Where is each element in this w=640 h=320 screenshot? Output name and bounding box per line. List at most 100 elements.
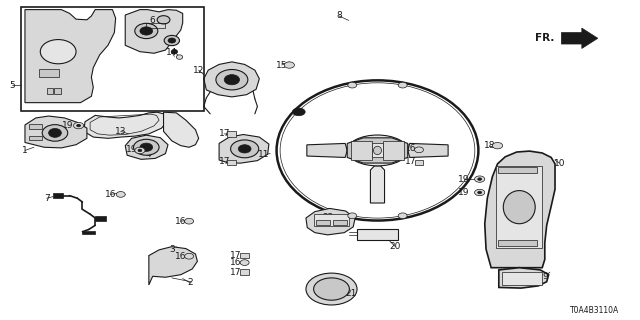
Ellipse shape — [135, 23, 158, 39]
Bar — [39, 69, 60, 76]
Ellipse shape — [474, 189, 484, 196]
Text: 17: 17 — [218, 129, 230, 138]
Bar — [95, 216, 106, 220]
Text: 18: 18 — [483, 141, 495, 150]
Ellipse shape — [224, 75, 239, 85]
Ellipse shape — [140, 27, 153, 35]
Ellipse shape — [168, 38, 175, 43]
Bar — [240, 253, 249, 259]
Ellipse shape — [157, 16, 170, 24]
Ellipse shape — [49, 128, 61, 137]
Ellipse shape — [184, 253, 193, 259]
Bar — [495, 166, 542, 248]
Ellipse shape — [240, 260, 249, 266]
Text: 16: 16 — [230, 258, 241, 267]
Ellipse shape — [477, 191, 481, 194]
Polygon shape — [348, 138, 408, 163]
Text: 19: 19 — [458, 188, 469, 197]
Ellipse shape — [398, 213, 407, 219]
Text: 16: 16 — [175, 252, 186, 261]
Polygon shape — [484, 151, 555, 268]
Text: 13: 13 — [115, 127, 127, 136]
Polygon shape — [125, 135, 168, 159]
Bar — [316, 220, 330, 225]
Bar — [147, 23, 166, 28]
Text: 17: 17 — [230, 251, 241, 260]
Bar — [47, 88, 53, 94]
Ellipse shape — [42, 124, 68, 141]
Bar — [54, 88, 61, 94]
Ellipse shape — [230, 140, 259, 158]
Ellipse shape — [284, 62, 294, 68]
Ellipse shape — [74, 123, 84, 129]
Text: 16: 16 — [105, 190, 116, 199]
Ellipse shape — [140, 143, 153, 151]
Polygon shape — [164, 112, 198, 147]
Bar — [53, 194, 63, 197]
Ellipse shape — [348, 135, 408, 166]
Ellipse shape — [164, 36, 179, 46]
Ellipse shape — [184, 218, 193, 224]
Polygon shape — [307, 143, 348, 157]
Text: 17: 17 — [405, 157, 417, 166]
Ellipse shape — [216, 69, 248, 90]
Ellipse shape — [292, 108, 305, 116]
Text: 10: 10 — [554, 159, 565, 168]
Bar — [227, 160, 236, 165]
Text: 3: 3 — [169, 245, 175, 254]
Ellipse shape — [348, 213, 356, 219]
Ellipse shape — [306, 273, 357, 305]
Ellipse shape — [503, 191, 535, 224]
Bar — [29, 136, 42, 140]
Text: H: H — [54, 47, 63, 57]
Bar — [351, 140, 372, 160]
Text: 16: 16 — [175, 217, 186, 226]
Text: 22: 22 — [322, 213, 333, 222]
Bar — [497, 240, 537, 246]
Ellipse shape — [314, 278, 349, 300]
Text: 19: 19 — [126, 145, 138, 154]
Text: 6: 6 — [150, 16, 156, 25]
Polygon shape — [125, 10, 182, 53]
Ellipse shape — [172, 50, 177, 54]
Polygon shape — [219, 134, 269, 163]
Text: T0A4B3110A: T0A4B3110A — [570, 306, 619, 315]
Text: 21: 21 — [345, 289, 356, 298]
Ellipse shape — [176, 55, 182, 59]
Text: 17: 17 — [218, 157, 230, 166]
Text: 16: 16 — [405, 144, 417, 153]
Bar — [227, 131, 236, 137]
Bar — [383, 140, 404, 160]
Polygon shape — [408, 143, 448, 157]
Bar — [333, 220, 347, 225]
Polygon shape — [84, 112, 167, 138]
Ellipse shape — [138, 149, 142, 152]
Text: FR.: FR. — [535, 33, 554, 43]
Ellipse shape — [135, 147, 145, 154]
Text: 15: 15 — [276, 60, 287, 69]
Ellipse shape — [492, 142, 502, 149]
Text: 19: 19 — [62, 121, 74, 130]
Ellipse shape — [238, 145, 251, 153]
Bar — [357, 228, 398, 240]
Text: 2: 2 — [187, 278, 193, 287]
Ellipse shape — [116, 192, 125, 197]
Ellipse shape — [77, 124, 81, 127]
Bar — [415, 160, 424, 165]
Bar — [240, 269, 249, 275]
Text: 19: 19 — [458, 175, 469, 184]
Polygon shape — [149, 247, 197, 285]
Text: 14: 14 — [166, 48, 177, 57]
Polygon shape — [499, 268, 548, 288]
Text: 17: 17 — [230, 268, 241, 277]
Bar — [314, 214, 349, 226]
Text: 8: 8 — [336, 12, 342, 20]
Text: 11: 11 — [258, 150, 269, 159]
Polygon shape — [561, 28, 598, 49]
Ellipse shape — [474, 176, 484, 182]
Polygon shape — [204, 62, 259, 97]
Bar — [372, 143, 383, 157]
Text: 4: 4 — [146, 150, 152, 159]
Text: 1: 1 — [22, 146, 28, 155]
Ellipse shape — [40, 40, 76, 64]
